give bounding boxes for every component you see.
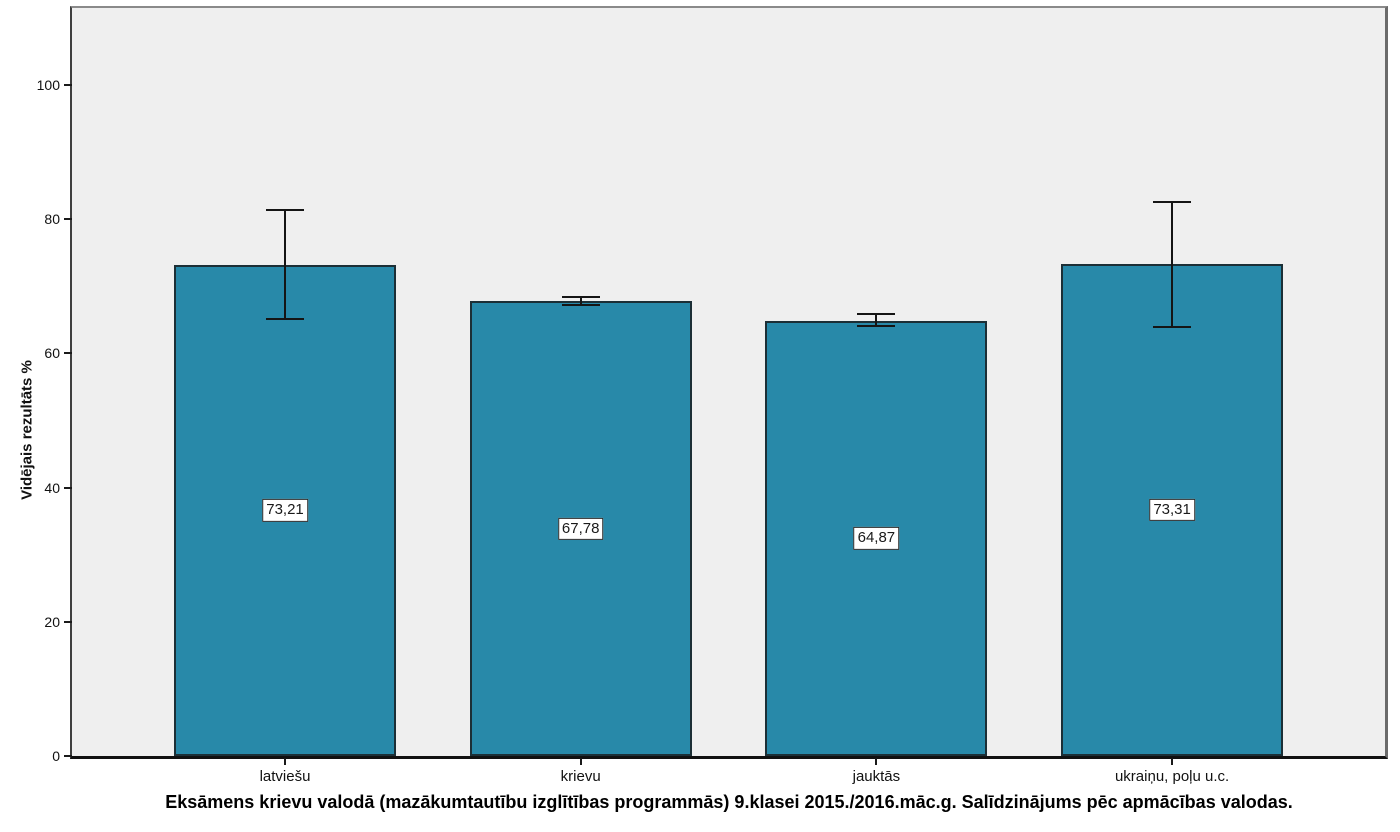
error-bar-cap-bottom [266, 317, 304, 320]
y-axis-title: Vidējais rezultāts % [18, 360, 36, 500]
bar-1 [174, 264, 396, 756]
bar-value-label: 73,31 [1149, 498, 1195, 522]
x-axis-category-label: latviešu [259, 768, 311, 785]
y-axis-tick-mark [64, 486, 72, 489]
bar-value-label: 67,78 [557, 517, 604, 540]
y-axis-tick-label: 80 [44, 211, 60, 228]
error-bar-cap-bottom [1153, 325, 1192, 328]
y-axis-tick-label: 60 [44, 345, 60, 362]
x-axis-tick-mark [579, 758, 582, 765]
error-bar-cap-top [561, 296, 600, 299]
x-axis-tick-mark [875, 758, 878, 765]
error-bar-cap-top [266, 209, 304, 212]
bar-value-label: 73,21 [262, 499, 308, 522]
error-bar-cap-bottom [561, 304, 600, 307]
error-bar-cap-top [857, 312, 896, 315]
error-bar-line [875, 313, 878, 326]
y-axis-tick-label: 20 [44, 613, 60, 630]
y-axis-tick-mark [64, 218, 72, 221]
x-axis-category-label: jauktās [852, 768, 901, 785]
x-axis-category-label: ukraiņu, poļu u.c. [1114, 768, 1230, 785]
chart-title: Eksāmens krievu valodā (mazākumtautību i… [165, 792, 1293, 812]
y-axis-tick-mark [64, 84, 72, 86]
error-bar-cap-bottom [857, 324, 896, 327]
error-bar-line [579, 297, 582, 306]
plot-frame [70, 6, 1388, 759]
y-axis-tick-mark [64, 620, 72, 623]
x-axis-category-label: krievu [560, 768, 601, 785]
error-bar-line [284, 210, 286, 319]
x-axis-tick-mark [284, 758, 286, 765]
y-axis-tick-mark [64, 755, 72, 757]
bar-value-label: 64,87 [853, 527, 900, 550]
y-axis-tick-label: 40 [44, 479, 60, 496]
error-bar-cap-top [1153, 200, 1192, 203]
y-axis-tick-label: 0 [52, 748, 60, 764]
plot-area: 73,21 67,78 64,87 73,31 [72, 8, 1385, 756]
x-axis-tick-mark [1171, 758, 1174, 765]
y-axis-tick-label: 100 [36, 77, 60, 93]
y-axis-tick-mark [64, 352, 72, 355]
error-bar-line [1171, 201, 1174, 327]
